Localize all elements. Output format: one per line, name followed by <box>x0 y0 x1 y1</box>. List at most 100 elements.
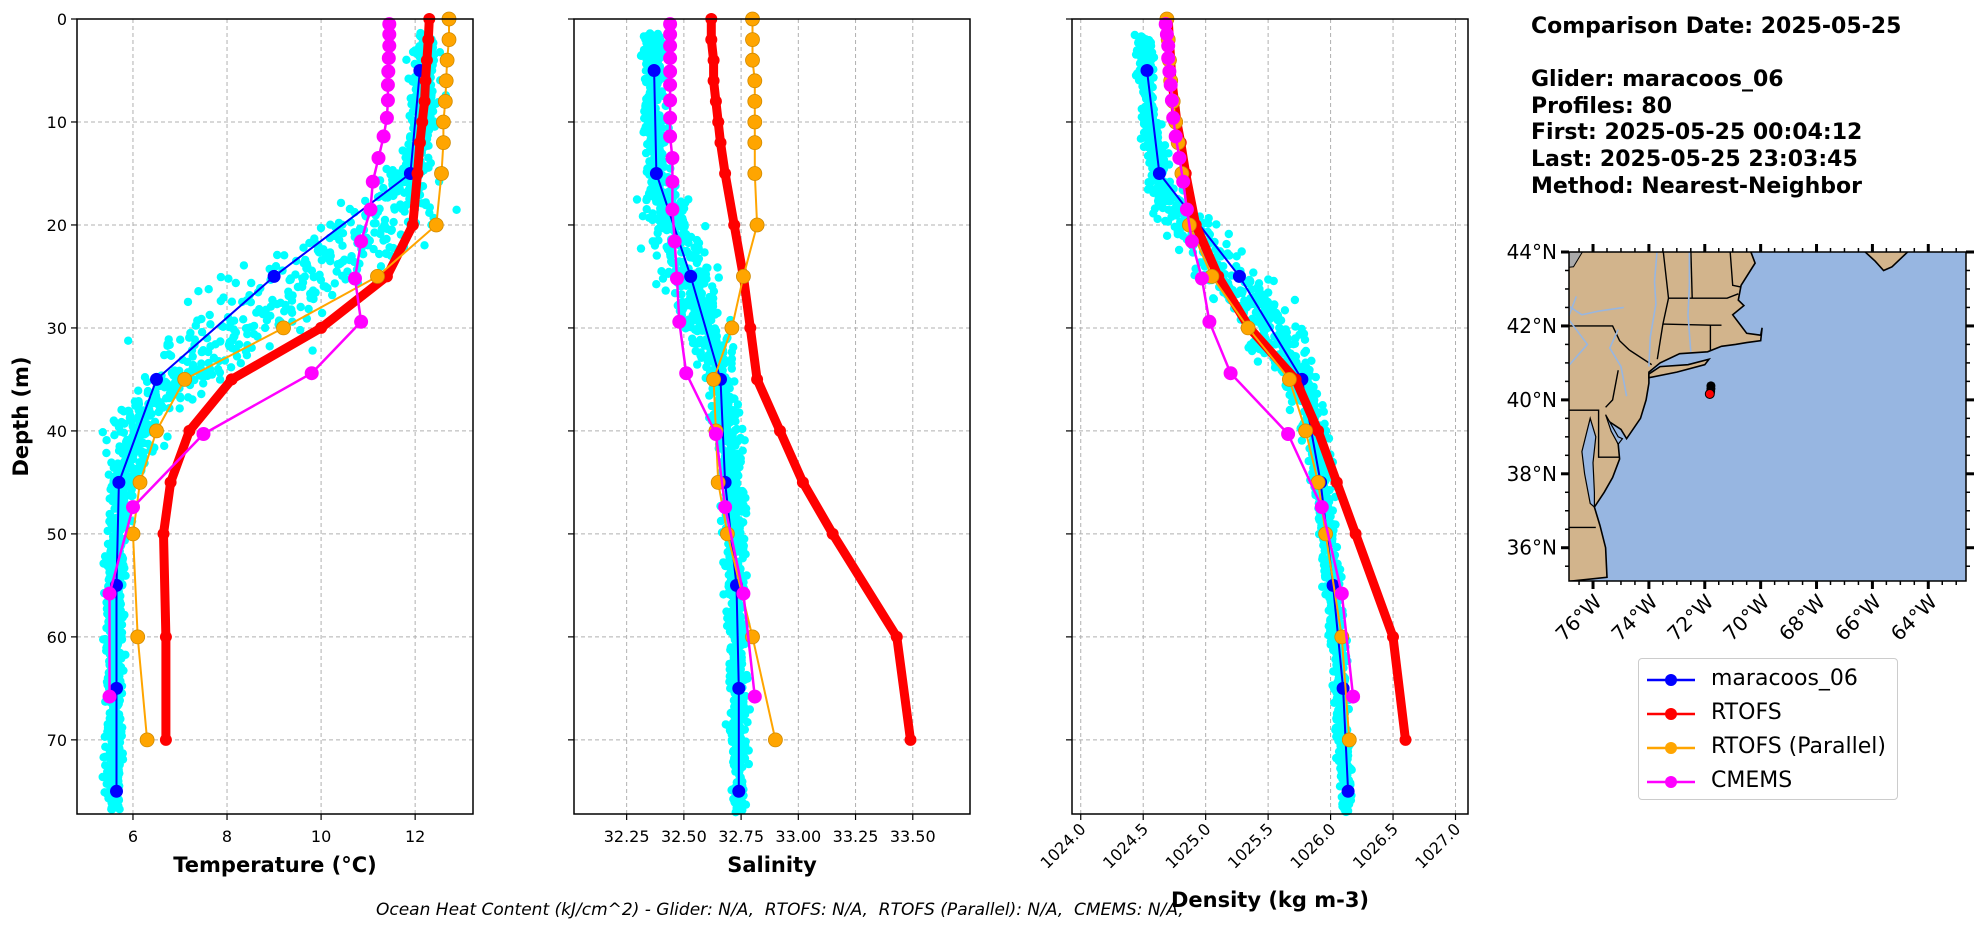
scatter-point <box>690 339 700 348</box>
scatter-point <box>258 310 268 319</box>
scatter-point <box>732 647 741 656</box>
data-point-rtofs_parallel <box>1341 732 1357 748</box>
data-point-rtofs_parallel <box>149 423 164 439</box>
scatter-point <box>216 296 225 306</box>
data-point-cmems <box>1223 366 1238 381</box>
scatter-point <box>105 553 115 563</box>
data-point-rtofs_parallel <box>177 371 193 387</box>
data-point-rtofs <box>419 74 432 87</box>
scatter-point <box>736 537 746 546</box>
scatter-point <box>1163 217 1173 226</box>
scatter-point <box>1301 346 1311 356</box>
y-tick-label: 50 <box>47 525 67 544</box>
scatter-point <box>452 205 461 214</box>
scatter-point <box>99 635 108 644</box>
scatter-point <box>1326 512 1335 521</box>
scatter-point <box>685 289 695 298</box>
data-point-cmems <box>381 51 396 66</box>
y-tick-label: 40 <box>47 422 67 441</box>
scatter-point <box>163 339 172 349</box>
scatter-point <box>115 442 124 451</box>
scatter-point <box>641 103 650 112</box>
glider-position-marker <box>1704 388 1715 399</box>
scatter-point <box>119 428 128 437</box>
scatter-point <box>197 327 207 337</box>
scatter-point <box>315 248 324 257</box>
scatter-point <box>1329 520 1338 529</box>
scatter-point <box>226 363 236 372</box>
data-point-glider <box>267 269 281 283</box>
scatter-point <box>160 441 169 451</box>
data-point-rtofs <box>157 527 170 540</box>
series-cmems <box>102 17 397 704</box>
comparison-date: Comparison Date: 2025-05-25 <box>1531 14 1902 39</box>
x-tick-label: 33.50 <box>890 827 936 846</box>
x-tick-label: 12 <box>405 827 425 846</box>
scatter-point <box>110 670 119 680</box>
scatter-point <box>326 220 335 229</box>
scatter-point <box>316 223 326 233</box>
data-point-cmems <box>718 500 733 515</box>
x-tick-label: 1024.0 <box>1037 819 1090 872</box>
data-point-cmems <box>663 93 678 108</box>
data-point-cmems <box>1168 129 1183 144</box>
y-tick-label: 60 <box>47 628 67 647</box>
scatter-point <box>336 198 346 208</box>
lon-tick-label: 70°W <box>1718 589 1774 645</box>
scatter-point <box>224 274 233 283</box>
glider-name: Glider: maracoos_06 <box>1531 67 1784 93</box>
data-point-cmems <box>363 202 378 217</box>
scatter-point <box>188 365 198 375</box>
scatter-point <box>239 315 248 324</box>
scatter-point <box>157 400 166 410</box>
data-point-rtofs_parallel <box>745 32 760 47</box>
scatter-point <box>1158 144 1167 153</box>
scatter-point <box>135 435 144 445</box>
legend-item-glider: maracoos_06 <box>1639 663 1897 697</box>
scatter-point <box>1158 203 1168 213</box>
data-point-rtofs <box>904 733 917 746</box>
data-point-rtofs <box>1349 527 1362 540</box>
data-point-cmems <box>381 64 396 79</box>
series-line-rtofs_parallel <box>1165 18 1351 740</box>
scatter-point <box>379 183 388 193</box>
scatter-point <box>375 249 384 259</box>
x-tick-label: 33.25 <box>833 827 879 846</box>
x-tick-label: 1027.0 <box>1411 819 1464 872</box>
scatter-point <box>736 433 745 443</box>
scatter-point <box>1162 231 1172 240</box>
scatter-point <box>197 389 206 399</box>
data-point-glider <box>649 167 663 180</box>
scatter-point <box>1336 715 1345 725</box>
scatter-point <box>124 406 133 415</box>
scatter-point <box>139 421 148 430</box>
scatter-point <box>230 332 239 341</box>
data-point-rtofs <box>1330 476 1343 489</box>
scatter-point <box>733 400 743 409</box>
data-point-rtofs <box>1312 424 1325 437</box>
scatter-point <box>388 166 397 175</box>
scatter-point <box>231 278 240 288</box>
data-point-glider <box>1152 167 1166 180</box>
scatter-point <box>229 325 238 334</box>
legend-label: maracoos_06 <box>1711 666 1858 691</box>
scatter-point <box>702 274 711 283</box>
first-time: First: 2025-05-25 00:04:12 <box>1531 120 1863 146</box>
legend-label: RTOFS (Parallel) <box>1711 734 1886 759</box>
lat-tick-label: 36°N <box>1507 536 1557 560</box>
data-point-cmems <box>1172 151 1187 165</box>
data-point-cmems <box>667 234 682 249</box>
legend-label: RTOFS <box>1711 700 1782 725</box>
scatter-point <box>1136 42 1145 52</box>
x-tick-label: 32.50 <box>661 827 707 846</box>
scatter-point <box>299 243 308 252</box>
scatter-point <box>170 381 179 390</box>
scatter-point <box>260 323 270 333</box>
scatter-point <box>281 300 290 310</box>
series-line-glider <box>115 70 421 792</box>
scatter-point <box>271 262 281 271</box>
scatter-point <box>188 395 197 404</box>
scatter-point <box>98 428 108 437</box>
data-point-rtofs <box>420 54 433 67</box>
scatter-point <box>422 162 432 171</box>
